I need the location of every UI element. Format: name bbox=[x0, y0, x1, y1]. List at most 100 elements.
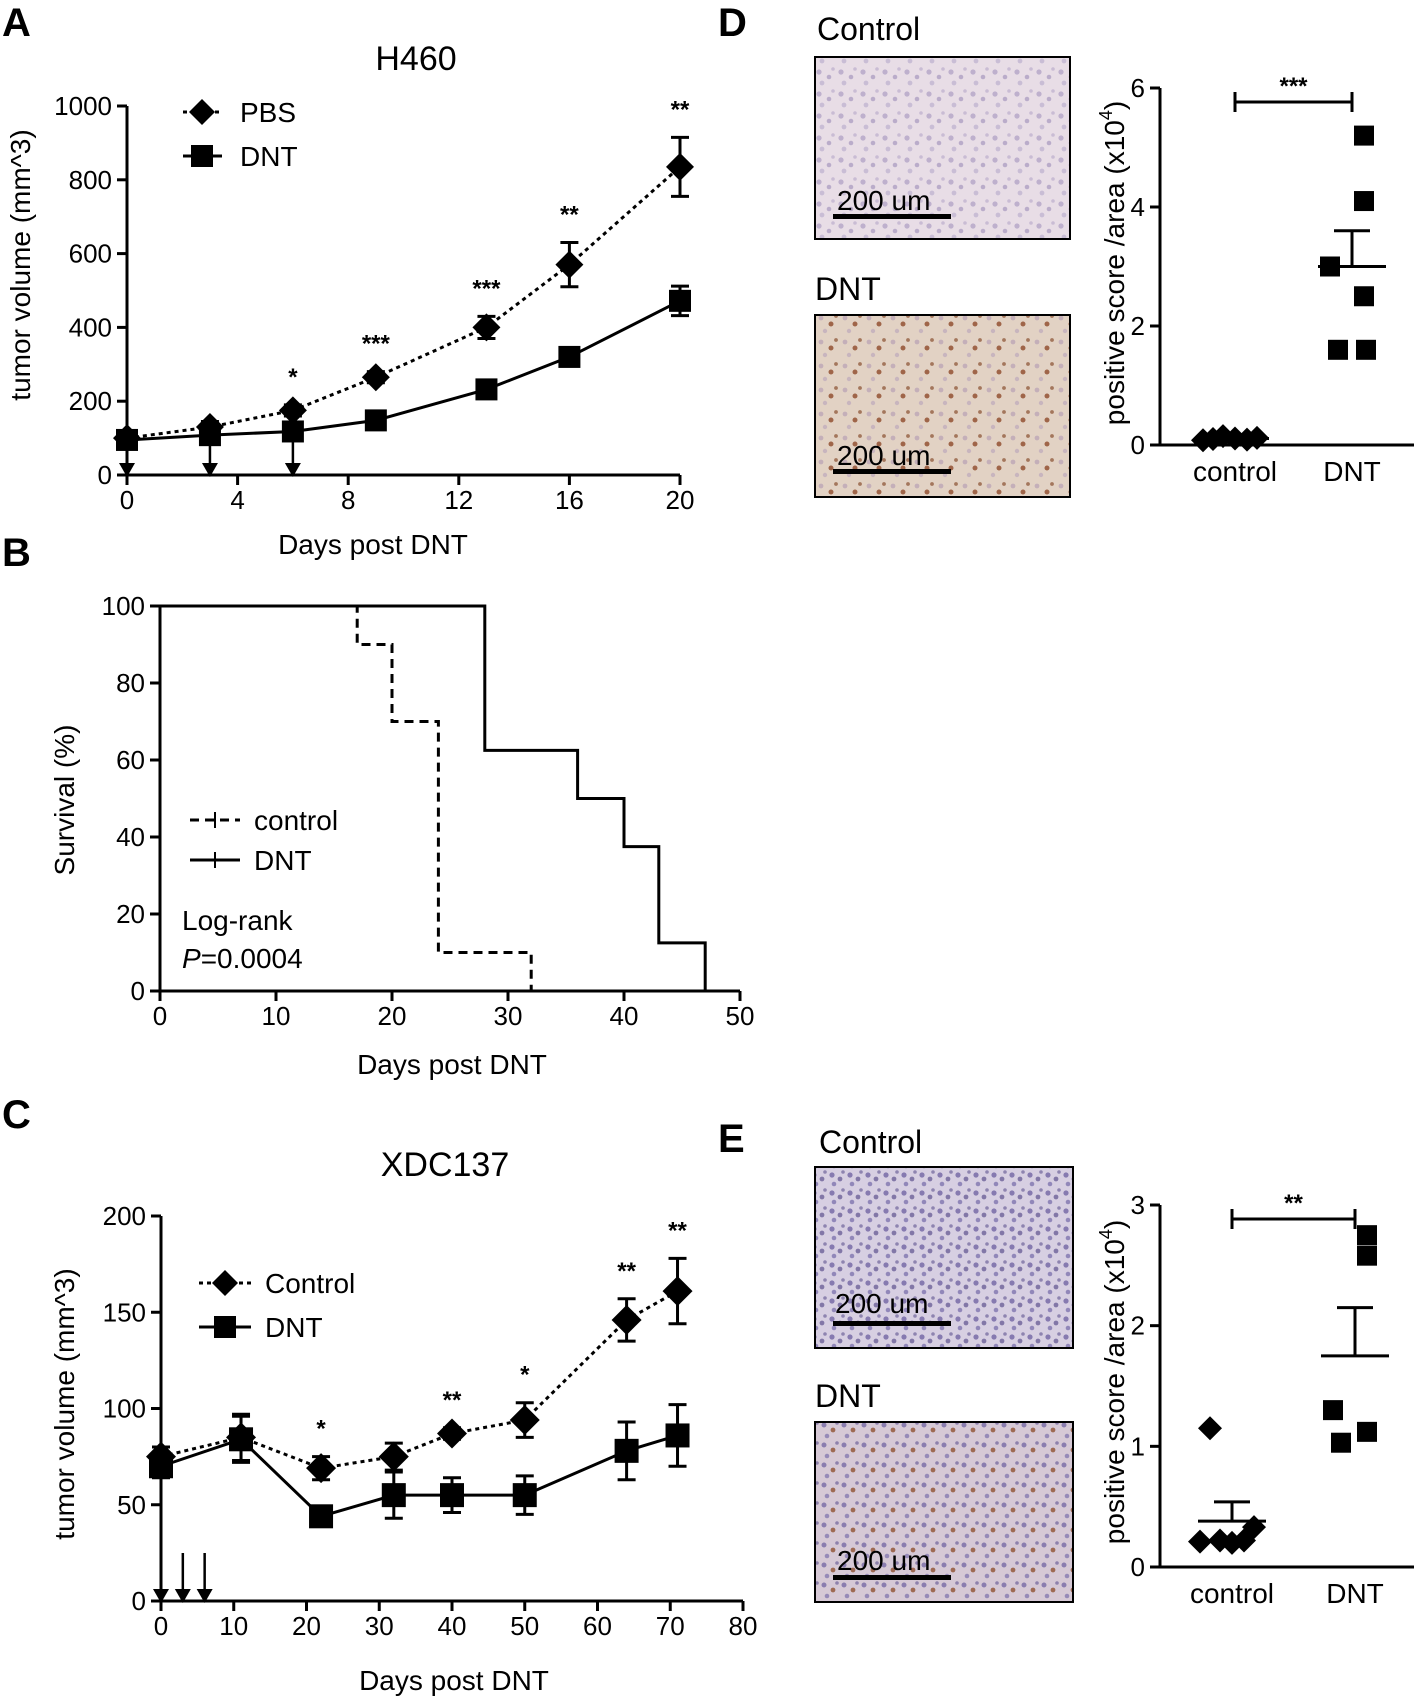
series-control-point bbox=[306, 1453, 337, 1484]
series-control-point bbox=[437, 1418, 467, 1449]
series-dnt-point bbox=[475, 378, 498, 401]
chart-b-y-tick-label: 60 bbox=[116, 745, 145, 775]
chart-d-category-label: control bbox=[1193, 456, 1277, 487]
control-point bbox=[1232, 1528, 1256, 1553]
chart-b-x-tick-label: 0 bbox=[153, 1001, 167, 1031]
micrograph-d-control-label: Control bbox=[817, 11, 920, 47]
series-pbs-point bbox=[555, 250, 584, 279]
treatment-arrow-head bbox=[119, 463, 135, 477]
dnt-point bbox=[1328, 339, 1348, 360]
panel-letter-d: D bbox=[718, 1, 747, 45]
series-dnt-point bbox=[665, 1423, 690, 1448]
panel-letter-c: C bbox=[2, 1093, 31, 1137]
chart-b-x-tick-label: 30 bbox=[494, 1001, 523, 1031]
legend-dnt: DNT bbox=[183, 141, 298, 172]
chart-e-category-label: DNT bbox=[1326, 1578, 1384, 1609]
significance-marker: ** bbox=[560, 202, 579, 229]
chart-a-x-tick-label: 0 bbox=[120, 485, 134, 515]
significance-marker: * bbox=[288, 364, 298, 391]
panel-letter-b: B bbox=[2, 531, 31, 575]
panel-letter-a: A bbox=[2, 1, 31, 45]
series-dnt-point bbox=[309, 1504, 334, 1529]
chart-e-category-label: control bbox=[1190, 1578, 1274, 1609]
scale-bar-d-control bbox=[833, 214, 951, 219]
chart-d-y-tick-label: 0 bbox=[1131, 430, 1145, 460]
chart-a-y-tick-label: 0 bbox=[98, 460, 112, 490]
legend-dnt-survival: DNT bbox=[190, 845, 312, 876]
chart-a-title: H460 bbox=[375, 40, 456, 78]
panel-b-chart: 0 10 20 30 40 50 0 20 40 60 80 100 Days post DNT Su… bbox=[49, 591, 754, 1080]
legend-dnt-survival-label: DNT bbox=[254, 845, 312, 876]
chart-a-y-tick-label: 600 bbox=[69, 239, 112, 269]
panel-a-chart: H460 0 4 8 12 16 2002004006008001000*********… bbox=[5, 40, 694, 560]
chart-c-x-tick-label: 60 bbox=[583, 1611, 612, 1641]
series-control-point bbox=[611, 1304, 642, 1335]
chart-a-y-tick-label: 800 bbox=[69, 165, 112, 195]
micrograph-d-dnt-label: DNT bbox=[815, 271, 881, 307]
chart-d-category-label: DNT bbox=[1323, 456, 1381, 487]
chart-a-ylabel: tumor volume (mm^3) bbox=[5, 129, 36, 400]
logrank-pvalue: P=0.0004 bbox=[182, 943, 303, 974]
chart-d-y-tick-label: 6 bbox=[1131, 73, 1145, 103]
chart-c-ylabel: tumor volume (mm^3) bbox=[49, 1268, 80, 1539]
micrograph-d-control bbox=[814, 56, 1071, 240]
treatment-arrow-head bbox=[174, 1589, 191, 1603]
scale-label-e-dnt: 200 um bbox=[837, 1545, 930, 1576]
chart-b-legend: control DNT bbox=[190, 805, 338, 876]
scale-bar-e-dnt bbox=[833, 1575, 951, 1580]
chart-d-ylabel-main: positive score /area (x10 bbox=[1099, 120, 1130, 425]
chart-b-y-tick-label: 20 bbox=[116, 899, 145, 929]
series-pbs-point bbox=[361, 363, 390, 392]
dnt-point bbox=[1323, 1400, 1343, 1421]
chart-c-y-tick-label: 100 bbox=[103, 1394, 146, 1424]
series-dnt-point bbox=[512, 1483, 537, 1508]
legend-dnt-c-marker bbox=[214, 1316, 236, 1338]
legend-dnt-label: DNT bbox=[240, 141, 298, 172]
treatment-arrow-head bbox=[196, 1589, 213, 1603]
chart-a-y-tick-label: 1000 bbox=[54, 91, 112, 121]
dnt-point bbox=[1354, 125, 1374, 146]
treatment-arrow-head bbox=[284, 463, 301, 477]
legend-pbs-label: PBS bbox=[240, 97, 296, 128]
legend-control-c-label: Control bbox=[265, 1268, 355, 1299]
legend-pbs-marker bbox=[189, 99, 215, 125]
chart-b-y-tick-label: 0 bbox=[131, 976, 145, 1006]
chart-a-x-tick-label: 4 bbox=[230, 485, 244, 515]
series-pbs-line bbox=[126, 165, 681, 440]
chart-e-y-tick-label: 2 bbox=[1131, 1311, 1145, 1341]
legend-control: control bbox=[190, 805, 338, 836]
series-dnt-point bbox=[381, 1483, 406, 1508]
panel-letter-e: E bbox=[718, 1117, 745, 1161]
significance-marker: *** bbox=[362, 331, 391, 358]
significance-marker: *** bbox=[1279, 73, 1308, 100]
legend-control-c-marker bbox=[212, 1270, 238, 1296]
chart-b-x-tick-label: 40 bbox=[610, 1001, 639, 1031]
chart-c-x-tick-label: 20 bbox=[292, 1611, 321, 1641]
chart-e-plot: 0 1 2 3 control DNT ** bbox=[1131, 1190, 1414, 1609]
chart-c-x-tick-label: 30 bbox=[365, 1611, 394, 1641]
micrograph-e-control-label: Control bbox=[819, 1124, 922, 1160]
chart-c-title: XDC137 bbox=[381, 1146, 510, 1184]
chart-a-x-tick-label: 20 bbox=[666, 485, 695, 515]
chart-d-y-tick-label: 4 bbox=[1131, 192, 1145, 222]
chart-b-y-tick-label: 100 bbox=[102, 591, 145, 621]
chart-a-y-tick-label: 200 bbox=[69, 386, 112, 416]
dnt-point bbox=[1354, 191, 1374, 212]
series-dnt-point bbox=[614, 1438, 639, 1463]
legend-control-label: control bbox=[254, 805, 338, 836]
legend-dnt-c: DNT bbox=[199, 1312, 323, 1343]
pvalue-number: =0.0004 bbox=[201, 943, 303, 974]
chart-e-ylabel-close: ) bbox=[1099, 1220, 1130, 1229]
panel-e-chart: 0 1 2 3 control DNT ** positive score /area (x… bbox=[1096, 1190, 1414, 1609]
panel-d-chart: 0 2 4 6 control DNT *** positive score /area (… bbox=[1096, 73, 1414, 487]
chart-e-ylabel-main: positive score /area (x10 bbox=[1099, 1239, 1130, 1544]
chart-d-ylabel-sup: 4 bbox=[1096, 110, 1116, 120]
chart-b-y-tick-label: 80 bbox=[116, 668, 145, 698]
control-point bbox=[1198, 1416, 1222, 1441]
chart-d-plot: 0 2 4 6 control DNT *** bbox=[1131, 73, 1414, 487]
chart-b-x-tick-label: 20 bbox=[378, 1001, 407, 1031]
chart-c-y-tick-label: 0 bbox=[132, 1586, 146, 1616]
